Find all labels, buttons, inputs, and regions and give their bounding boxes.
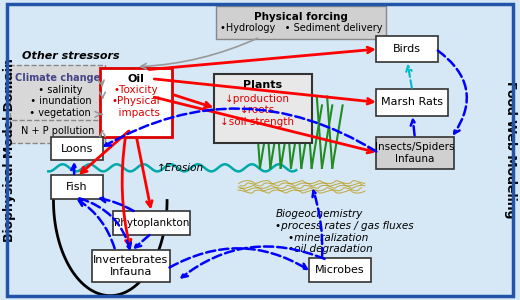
- Text: ↓production
↓roots
↓soil strength: ↓production ↓roots ↓soil strength: [220, 94, 294, 127]
- FancyBboxPatch shape: [100, 68, 172, 136]
- FancyBboxPatch shape: [214, 74, 311, 142]
- FancyBboxPatch shape: [92, 250, 170, 282]
- FancyBboxPatch shape: [9, 65, 105, 122]
- Text: Loons: Loons: [60, 143, 93, 154]
- Text: ↑Erosion: ↑Erosion: [157, 163, 204, 173]
- Text: Marsh Rats: Marsh Rats: [381, 98, 444, 107]
- Text: Physical forcing: Physical forcing: [254, 12, 348, 22]
- FancyBboxPatch shape: [376, 136, 453, 169]
- Text: Fish: Fish: [66, 182, 87, 192]
- Text: Biophysical Model Domain: Biophysical Model Domain: [3, 58, 16, 242]
- FancyBboxPatch shape: [51, 175, 102, 199]
- Text: Plants: Plants: [243, 80, 282, 90]
- Text: •Toxicity
•Physical
  impacts: •Toxicity •Physical impacts: [112, 85, 160, 118]
- FancyBboxPatch shape: [376, 36, 438, 62]
- Text: • salinity
  • inundation
  • vegetation: • salinity • inundation • vegetation: [23, 85, 91, 118]
- Text: Climate change: Climate change: [15, 73, 100, 83]
- Text: Insects/Spiders
Infauna: Insects/Spiders Infauna: [375, 142, 454, 164]
- FancyBboxPatch shape: [216, 6, 386, 38]
- Text: •Hydrology   • Sediment delivery: •Hydrology • Sediment delivery: [220, 23, 383, 34]
- Text: Biogeochemistry
•process rates / gas fluxes
    •mineralization
    •oil degrada: Biogeochemistry •process rates / gas flu…: [276, 209, 414, 254]
- Text: Food Web Modeling: Food Web Modeling: [504, 81, 517, 219]
- Text: Other stressors: Other stressors: [22, 51, 120, 61]
- Text: Oil: Oil: [127, 74, 145, 84]
- Text: Birds: Birds: [393, 44, 421, 54]
- FancyBboxPatch shape: [113, 211, 190, 235]
- Text: Microbes: Microbes: [315, 266, 365, 275]
- FancyBboxPatch shape: [51, 136, 102, 160]
- Text: Invertebrates
Infauna: Invertebrates Infauna: [93, 255, 168, 277]
- FancyBboxPatch shape: [9, 120, 105, 142]
- FancyBboxPatch shape: [309, 259, 371, 282]
- Text: N + P pollution: N + P pollution: [21, 126, 94, 136]
- FancyBboxPatch shape: [376, 89, 448, 116]
- Text: Phytoplankton: Phytoplankton: [114, 218, 189, 228]
